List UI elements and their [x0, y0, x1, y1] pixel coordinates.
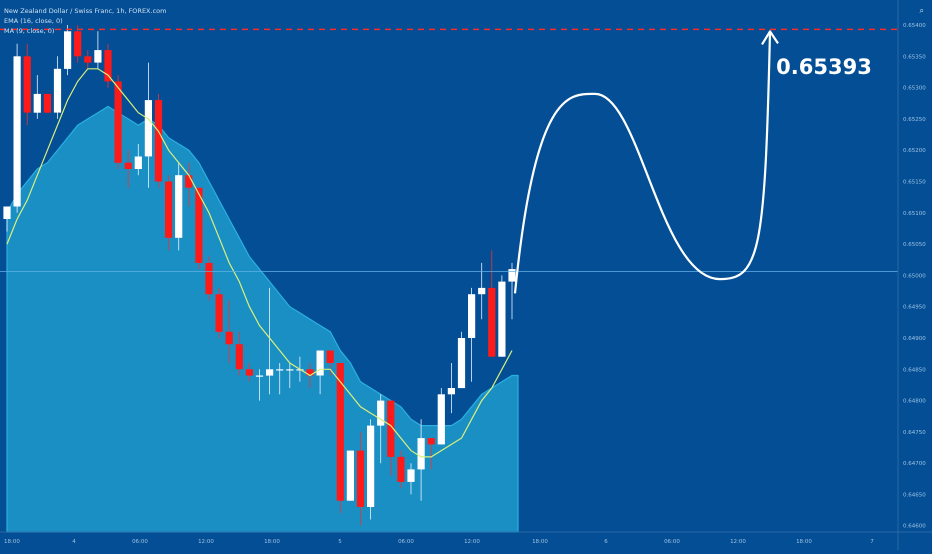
y-tick-label: 0.64650	[903, 492, 926, 498]
candle-body	[195, 187, 203, 263]
y-tick-label: 0.65100	[903, 211, 926, 217]
x-tick-label: 12:00	[464, 539, 480, 545]
candle-body	[144, 100, 152, 157]
candle-body	[43, 93, 51, 113]
candle-body	[316, 350, 324, 376]
y-tick-label: 0.64850	[903, 367, 926, 373]
target-callout-label: 0.65393	[776, 55, 872, 79]
search-icon[interactable]: ⌕	[919, 6, 924, 15]
x-tick-label: 18:00	[532, 539, 548, 545]
x-tick-label: 06:00	[132, 539, 148, 545]
candle-body	[346, 450, 354, 501]
candle-body	[377, 400, 385, 426]
candle-body	[165, 181, 173, 238]
candle-body	[154, 100, 163, 182]
candle-body	[94, 50, 102, 63]
x-tick-label: 12:00	[198, 539, 214, 545]
ma-line-layer	[6, 68, 513, 458]
candle-body	[336, 363, 344, 501]
projection-arrowhead	[761, 30, 779, 45]
candle-body	[84, 56, 92, 63]
x-tick-label: 06:00	[664, 539, 680, 545]
y-tick-label: 0.65400	[903, 23, 926, 29]
projection-layer: 0.65393	[513, 30, 872, 294]
x-tick-label: 18:00	[264, 539, 280, 545]
candle-body	[255, 375, 264, 377]
x-tick-label: 18:00	[4, 539, 20, 545]
candle-body	[215, 294, 223, 332]
candles-layer	[3, 25, 516, 526]
x-tick-label: 06:00	[398, 539, 414, 545]
candle-body	[427, 438, 435, 445]
x-tick-label: 4	[72, 539, 76, 545]
candle-body	[286, 369, 294, 371]
candle-body	[367, 425, 375, 507]
y-tick-label: 0.65350	[903, 54, 926, 60]
candle-body	[205, 262, 213, 295]
y-tick-label: 0.64600	[903, 524, 926, 530]
candle-body	[74, 31, 82, 57]
candle-body	[306, 369, 314, 376]
candle-body	[114, 81, 122, 163]
y-tick-label: 0.64900	[903, 336, 926, 342]
candle-body	[3, 206, 11, 219]
y-tick-label: 0.64800	[903, 399, 926, 405]
candle-body	[13, 56, 21, 207]
x-tick-label: 18:00	[796, 539, 812, 545]
chart-legend: New Zealand Dollar / Swiss Franc, 1h, FO…	[4, 6, 166, 36]
candle-body	[498, 281, 506, 357]
candle-body	[276, 369, 284, 371]
x-tick-label: 6	[604, 539, 608, 545]
candle-body	[508, 269, 516, 282]
candle-body	[185, 175, 193, 188]
y-tick-label: 0.65150	[903, 180, 926, 186]
candle-body	[64, 31, 72, 69]
y-tick-label: 0.64950	[903, 305, 926, 311]
y-tick-label: 0.65050	[903, 242, 926, 248]
candle-body	[417, 438, 425, 470]
candle-body	[397, 456, 405, 482]
candle-body	[225, 331, 233, 345]
candle-body	[407, 469, 415, 482]
candle-body	[437, 394, 445, 445]
candle-body	[245, 369, 253, 376]
y-tick-label: 0.64750	[903, 430, 926, 436]
candle-body	[104, 50, 112, 82]
candle-body	[53, 68, 62, 113]
projection-curve	[513, 31, 772, 294]
candle-body	[235, 344, 243, 370]
y-tick-label: 0.65250	[903, 117, 926, 123]
y-tick-label: 0.64700	[903, 461, 926, 467]
y-tick-label: 0.65200	[903, 148, 926, 154]
candle-body	[266, 369, 274, 376]
ema-legend-item[interactable]: EMA (16, close, 0)	[4, 17, 63, 25]
price-axis-panel	[898, 0, 932, 550]
candle-body	[468, 294, 476, 338]
candle-body	[457, 338, 466, 389]
y-tick-label: 0.65300	[903, 86, 926, 92]
candle-body	[387, 400, 395, 457]
candle-body	[447, 388, 455, 395]
y-tick-label: 0.65000	[903, 273, 926, 279]
candle-body	[23, 56, 31, 113]
candle-body	[326, 350, 334, 363]
x-tick-label: 12:00	[730, 539, 746, 545]
candle-body	[175, 175, 183, 238]
candle-body	[488, 287, 496, 357]
symbol-title[interactable]: New Zealand Dollar / Swiss Franc, 1h, FO…	[4, 7, 167, 15]
candle-body	[124, 162, 132, 169]
candle-body	[134, 156, 142, 169]
candle-body	[33, 93, 41, 113]
candle-body	[356, 450, 365, 507]
x-tick-label: 5	[338, 539, 342, 545]
candle-body	[478, 287, 486, 295]
x-tick-label: 7	[870, 539, 874, 545]
ma-legend-item[interactable]: MA (9, close, 0)	[4, 27, 55, 35]
ma-line	[6, 68, 513, 458]
